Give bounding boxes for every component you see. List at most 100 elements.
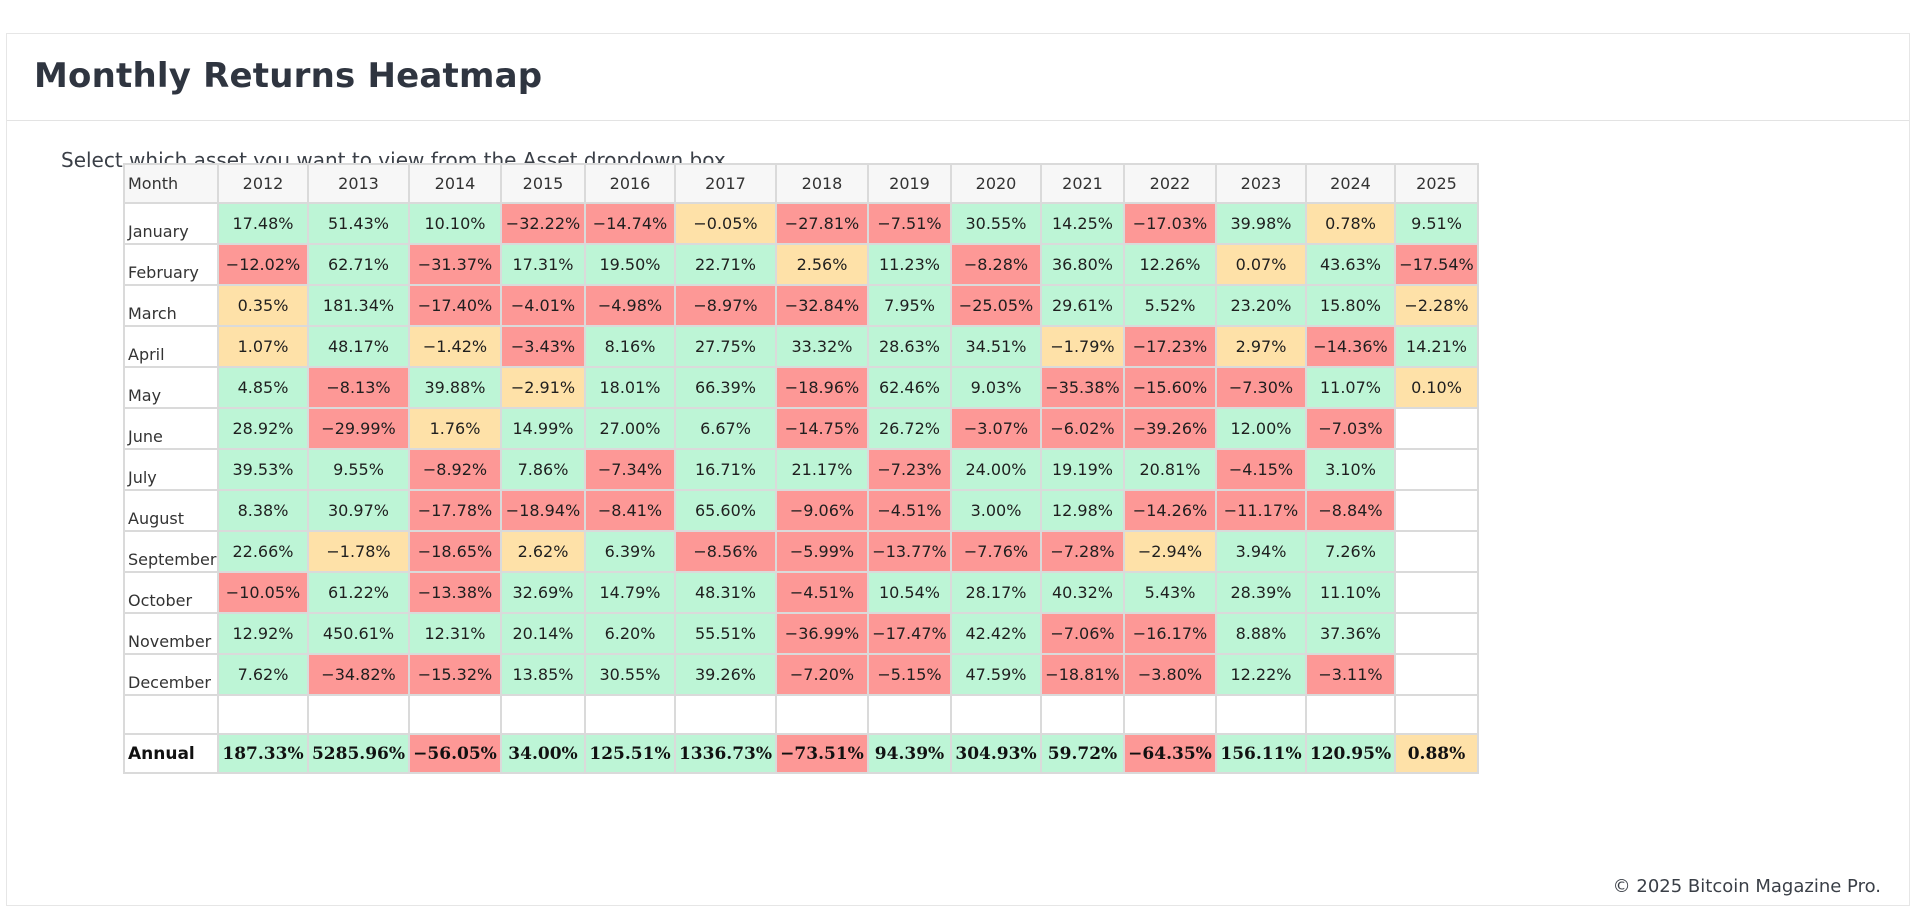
return-cell: −12.02% [217, 243, 309, 286]
return-cell: −2.94% [1123, 530, 1217, 573]
return-cell: −14.75% [775, 407, 869, 450]
return-cell: 6.67% [674, 407, 777, 450]
year-header-2023: 2023 [1215, 163, 1307, 204]
return-cell: 450.61% [307, 612, 410, 655]
return-cell: 7.86% [500, 448, 586, 491]
return-cell: −17.78% [408, 489, 502, 532]
return-cell: 12.31% [408, 612, 502, 655]
return-cell: −3.11% [1305, 653, 1396, 696]
return-cell: 11.23% [867, 243, 952, 286]
return-cell: −4.15% [1215, 448, 1307, 491]
year-header-2013: 2013 [307, 163, 410, 204]
return-cell [1394, 653, 1479, 696]
return-cell [1394, 489, 1479, 532]
return-cell: 12.00% [1215, 407, 1307, 450]
return-cell: −15.32% [408, 653, 502, 696]
month-row-august: August 8.38% 30.97% −17.78% −18.94% −8.41% 65.… [123, 489, 1479, 532]
month-row-november: November 12.92% 450.61% 12.31% 20.14% 6.20% 55… [123, 612, 1479, 655]
return-cell: 51.43% [307, 202, 410, 245]
return-cell: −8.92% [408, 448, 502, 491]
return-cell: 20.81% [1123, 448, 1217, 491]
return-cell: −27.81% [775, 202, 869, 245]
return-cell: 15.80% [1305, 284, 1396, 327]
return-cell: −7.28% [1040, 530, 1125, 573]
annual-return-cell: 59.72% [1040, 733, 1125, 774]
return-cell: −25.05% [950, 284, 1042, 327]
return-cell: 3.10% [1305, 448, 1396, 491]
return-cell: 24.00% [950, 448, 1042, 491]
return-cell: 12.98% [1040, 489, 1125, 532]
return-cell: −8.56% [674, 530, 777, 573]
empty-cell [500, 694, 586, 735]
return-cell: 0.10% [1394, 366, 1479, 409]
return-cell: 27.75% [674, 325, 777, 368]
month-label: April [123, 325, 219, 368]
empty-cell [867, 694, 952, 735]
return-cell: 10.54% [867, 571, 952, 614]
return-cell: −1.42% [408, 325, 502, 368]
month-label: August [123, 489, 219, 532]
return-cell: −31.37% [408, 243, 502, 286]
return-cell: 8.38% [217, 489, 309, 532]
return-cell: 21.17% [775, 448, 869, 491]
return-cell: −32.22% [500, 202, 586, 245]
return-cell: −17.03% [1123, 202, 1217, 245]
return-cell: 33.32% [775, 325, 869, 368]
return-cell: 14.99% [500, 407, 586, 450]
return-cell: −1.78% [307, 530, 410, 573]
return-cell: 19.19% [1040, 448, 1125, 491]
annual-return-cell: 156.11% [1215, 733, 1307, 774]
return-cell: 40.32% [1040, 571, 1125, 614]
month-row-july: July 39.53% 9.55% −8.92% 7.86% −7.34% 16.71% 21… [123, 448, 1479, 491]
year-header-row: Month 2012 2013 2014 2015 2016 2017 2018 2019 20… [123, 163, 1479, 204]
return-cell: −36.99% [775, 612, 869, 655]
return-cell: 13.85% [500, 653, 586, 696]
annual-return-cell: 1336.73% [674, 733, 777, 774]
return-cell: 37.36% [1305, 612, 1396, 655]
return-cell: −4.01% [500, 284, 586, 327]
return-cell: 30.55% [584, 653, 676, 696]
return-cell: 39.53% [217, 448, 309, 491]
return-cell: −3.43% [500, 325, 586, 368]
return-cell: 3.94% [1215, 530, 1307, 573]
annual-row: Annual 187.33% 5285.96% −56.05% 34.00% 125.51… [123, 733, 1479, 774]
page-title: Monthly Returns Heatmap [34, 56, 543, 96]
return-cell: 62.46% [867, 366, 952, 409]
monthly-returns-table: Month 2012 2013 2014 2015 2016 2017 2018 2019 20… [123, 163, 1479, 774]
empty-cell [1394, 694, 1479, 735]
month-row-april: April 1.07% 48.17% −1.42% −3.43% 8.16% 27.75% 3… [123, 325, 1479, 368]
return-cell: 28.63% [867, 325, 952, 368]
annual-return-cell: 187.33% [217, 733, 309, 774]
return-cell: −18.96% [775, 366, 869, 409]
return-cell: 11.07% [1305, 366, 1396, 409]
return-cell: −7.51% [867, 202, 952, 245]
annual-return-cell: 125.51% [584, 733, 676, 774]
return-cell: 8.88% [1215, 612, 1307, 655]
return-cell: 34.51% [950, 325, 1042, 368]
empty-cell [1305, 694, 1396, 735]
return-cell: 39.26% [674, 653, 777, 696]
year-header-2018: 2018 [775, 163, 869, 204]
return-cell: 6.20% [584, 612, 676, 655]
month-label: July [123, 448, 219, 491]
spacer-row [123, 694, 1479, 735]
return-cell: 48.17% [307, 325, 410, 368]
return-cell: 30.55% [950, 202, 1042, 245]
return-cell: 14.79% [584, 571, 676, 614]
return-cell: −39.26% [1123, 407, 1217, 450]
month-row-september: September 22.66% −1.78% −18.65% 2.62% 6.39% −8… [123, 530, 1479, 573]
return-cell: 14.21% [1394, 325, 1479, 368]
return-cell [1394, 571, 1479, 614]
return-cell: −17.54% [1394, 243, 1479, 286]
month-row-october: October −10.05% 61.22% −13.38% 32.69% 14.79% 4… [123, 571, 1479, 614]
return-cell: 18.01% [584, 366, 676, 409]
return-cell: 17.31% [500, 243, 586, 286]
return-cell: 0.78% [1305, 202, 1396, 245]
month-column-header: Month [123, 163, 219, 204]
return-cell: 5.43% [1123, 571, 1217, 614]
return-cell: −18.81% [1040, 653, 1125, 696]
empty-cell [775, 694, 869, 735]
return-cell: 39.88% [408, 366, 502, 409]
return-cell: 22.71% [674, 243, 777, 286]
return-cell: −8.41% [584, 489, 676, 532]
